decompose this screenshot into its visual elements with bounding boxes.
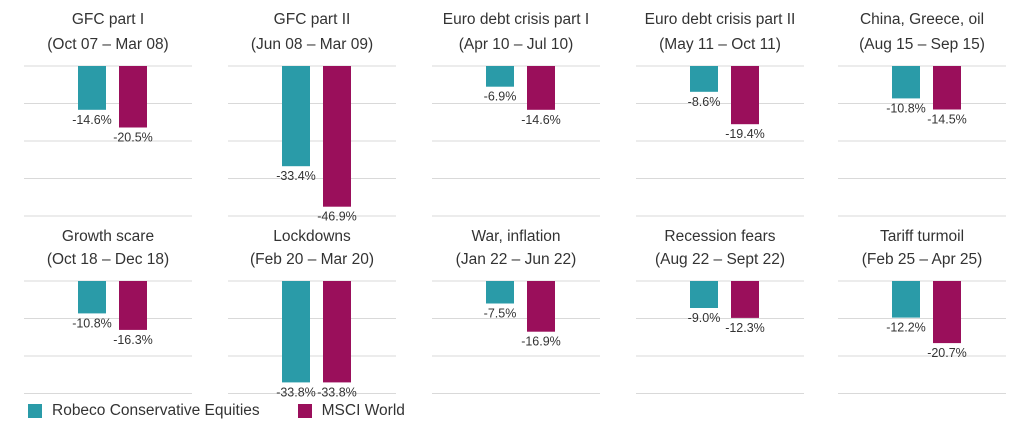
panel-9-label-msci: -12.3% [725,321,765,335]
panel-7-label-msci: -33.8% [317,385,357,399]
panel-7-bar-msci [323,281,351,383]
panel-5-bar-msci [933,66,961,110]
panel-9-title: Recession fears [664,228,775,245]
panel-3-title: Euro debt crisis part I [443,11,589,28]
panel-9-bar-msci [731,281,759,318]
panel-3-label-msci: -14.6% [521,113,561,127]
panel-2-label-msci: -46.9% [317,210,357,224]
legend-swatch-msci [297,404,312,418]
panel-2-bar-msci [323,66,351,207]
panel-3-period: (Apr 10 – Jul 10) [459,36,574,53]
panel-8-period: (Jan 22 – Jun 22) [456,251,577,268]
panel-6-label-robeco: -10.8% [72,316,112,330]
chart-svg: GFC part I(Oct 07 – Mar 08)-14.6%-20.5%G… [24,11,1006,399]
panel-7-period: (Feb 20 – Mar 20) [250,251,374,268]
panel-6-period: (Oct 18 – Dec 18) [47,251,169,268]
panel-10-label-msci: -20.7% [927,346,967,360]
legend-item-robeco: Robeco Conservative Equities [28,402,260,420]
panel-6-bar-robeco [78,281,106,314]
panel-4-label-robeco: -8.6% [688,95,721,109]
panel-9-label-robeco: -9.0% [688,311,721,325]
legend-label-msci: MSCI World [321,402,405,419]
panel-8-title: War, inflation [471,228,560,245]
panel-1-bar-msci [119,66,147,128]
panel-2-period: (Jun 08 – Mar 09) [251,36,373,53]
panel-10-label-robeco: -12.2% [886,321,926,335]
legend-item-msci: MSCI World [297,402,405,420]
panel-6-bar-msci [119,281,147,330]
panel-10-period: (Feb 25 – Apr 25) [862,251,983,268]
panel-7-title: Lockdowns [273,228,351,245]
panel-6-label-msci: -16.3% [113,333,153,347]
panel-4-title: Euro debt crisis part II [645,11,796,28]
panel-4-label-msci: -19.4% [725,127,765,141]
panel-8-label-msci: -16.9% [521,335,561,349]
panel-2-bar-robeco [282,66,310,167]
panel-5-title: China, Greece, oil [860,11,984,28]
legend-label-robeco: Robeco Conservative Equities [52,402,260,419]
panel-2-title: GFC part II [274,11,351,28]
panel-5-bar-robeco [892,66,920,99]
panel-1-bar-robeco [78,66,106,110]
panel-1-period: (Oct 07 – Mar 08) [47,36,168,53]
panel-9-period: (Aug 22 – Sept 22) [655,251,785,268]
panel-3-label-robeco: -6.9% [484,90,517,104]
panel-5-period: (Aug 15 – Sep 15) [859,36,985,53]
panel-5-label-msci: -14.5% [927,113,967,127]
panel-8-label-robeco: -7.5% [484,307,517,321]
panel-1-label-robeco: -14.6% [72,113,112,127]
legend: Robeco Conservative Equities MSCI World [28,402,443,420]
panel-8-bar-robeco [486,281,514,304]
panel-9-bar-robeco [690,281,718,308]
panel-7-label-robeco: -33.8% [276,385,316,399]
panel-5-label-robeco: -10.8% [886,101,926,115]
panel-4-period: (May 11 – Oct 11) [659,36,781,53]
panel-6-title: Growth scare [62,228,154,245]
panel-3-bar-robeco [486,66,514,87]
panel-2-label-robeco: -33.4% [276,169,316,183]
panel-4-bar-msci [731,66,759,125]
panel-1-label-msci: -20.5% [113,131,153,145]
panel-7-bar-robeco [282,281,310,383]
panel-10-title: Tariff turmoil [880,228,964,245]
panel-1-title: GFC part I [72,11,144,28]
panel-10-bar-msci [933,281,961,344]
legend-swatch-robeco [28,404,42,418]
panel-3-bar-msci [527,66,555,110]
panel-10-bar-robeco [892,281,920,318]
panel-4-bar-robeco [690,66,718,92]
panel-8-bar-msci [527,281,555,332]
